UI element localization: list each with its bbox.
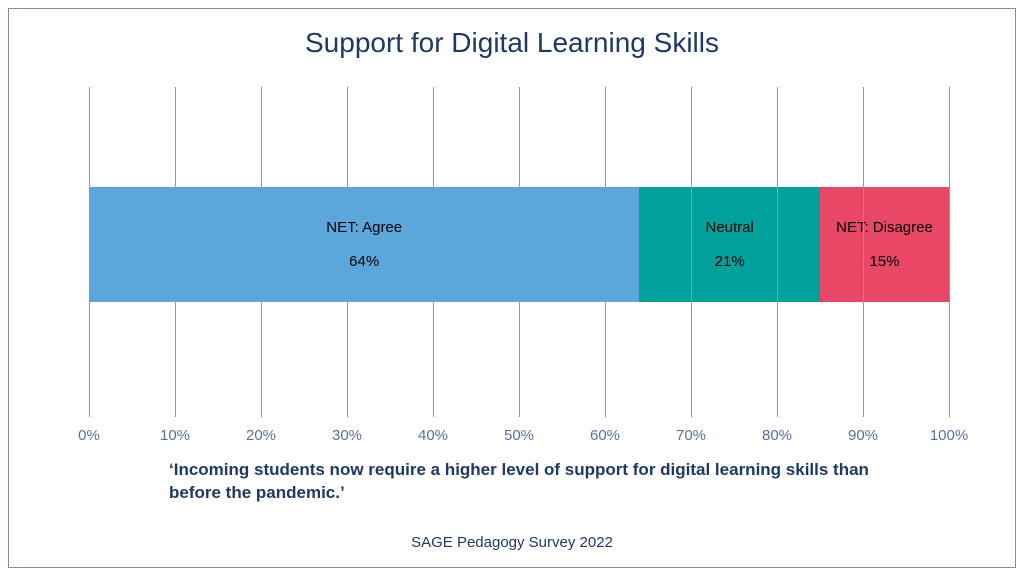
gridline bbox=[433, 87, 434, 417]
gridline bbox=[519, 87, 520, 417]
segment-value: 21% bbox=[715, 253, 745, 270]
gridline bbox=[863, 87, 864, 417]
x-tick-label: 80% bbox=[747, 427, 807, 444]
gridline bbox=[605, 87, 606, 417]
x-tick-label: 100% bbox=[919, 427, 979, 444]
bar-segment: NET: Disagree 15% bbox=[820, 187, 949, 302]
gridline bbox=[175, 87, 176, 417]
gridline bbox=[89, 87, 90, 417]
x-tick-label: 70% bbox=[661, 427, 721, 444]
chart-title: Support for Digital Learning Skills bbox=[9, 27, 1015, 59]
x-tick-label: 40% bbox=[403, 427, 463, 444]
survey-statement: ‘Incoming students now require a higher … bbox=[169, 459, 875, 505]
segment-label: NET: Agree bbox=[322, 219, 406, 237]
segment-value: 64% bbox=[349, 253, 379, 270]
x-tick-label: 10% bbox=[145, 427, 205, 444]
gridline bbox=[777, 87, 778, 417]
segment-label: Neutral bbox=[702, 219, 758, 237]
gridline bbox=[691, 87, 692, 417]
segment-value: 15% bbox=[869, 253, 899, 270]
gridline bbox=[261, 87, 262, 417]
x-tick-label: 30% bbox=[317, 427, 377, 444]
x-tick-label: 0% bbox=[59, 427, 119, 444]
chart-frame: Support for Digital Learning Skills NET:… bbox=[8, 8, 1016, 568]
gridline bbox=[347, 87, 348, 417]
gridline bbox=[949, 87, 950, 417]
x-tick-label: 50% bbox=[489, 427, 549, 444]
x-tick-label: 90% bbox=[833, 427, 893, 444]
bar-segment: NET: Agree 64% bbox=[89, 187, 639, 302]
segment-label: NET: Disagree bbox=[832, 219, 937, 237]
x-tick-label: 20% bbox=[231, 427, 291, 444]
x-tick-label: 60% bbox=[575, 427, 635, 444]
bar-segment: Neutral 21% bbox=[639, 187, 820, 302]
source-caption: SAGE Pedagogy Survey 2022 bbox=[9, 534, 1015, 551]
plot-area: NET: Agree64%Neutral21%NET: Disagree15% … bbox=[89, 87, 949, 417]
